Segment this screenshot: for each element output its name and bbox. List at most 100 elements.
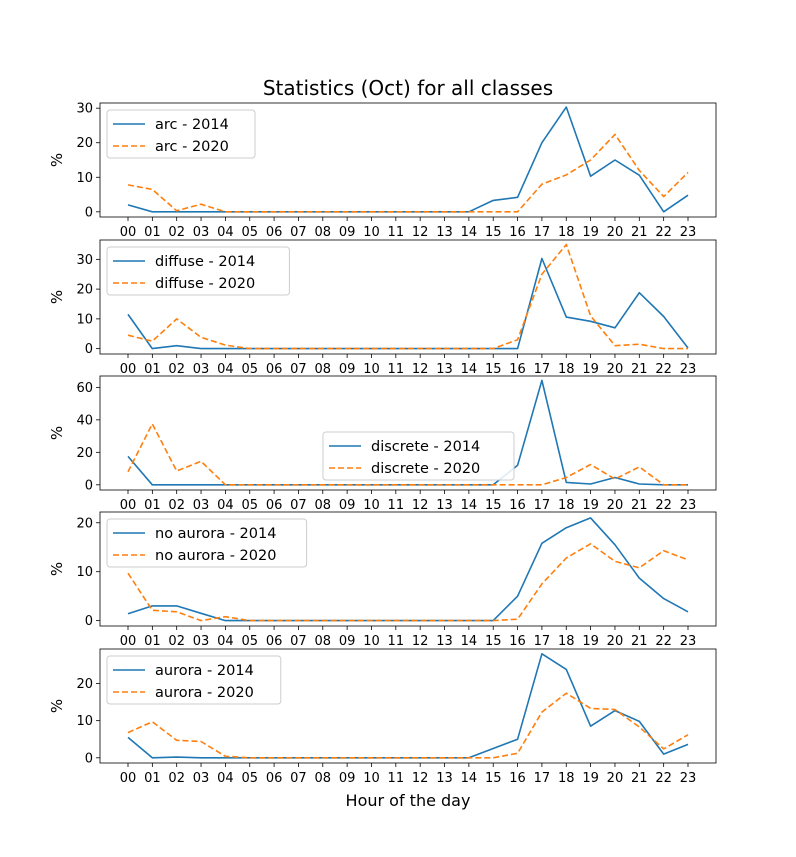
x-tick-label: 11 [388,362,405,377]
x-tick-label: 17 [534,771,551,786]
panel-2: 0 10 20 30 00 01 02 03 04 05 06 07 08 09 10 11 12 13 14 15 1… [48,239,717,377]
x-tick-label: 13 [436,362,453,377]
x-tick-label: 06 [266,634,283,649]
legend: aurora - 2014 aurora - 2020 [106,655,282,705]
x-tick-label: 00 [120,362,137,377]
x-tick-label: 10 [363,771,380,786]
x-tick-label: 00 [120,771,137,786]
x-tick-label: 07 [290,362,307,377]
legend-box [322,431,515,481]
x-tick-label: 07 [290,225,307,240]
x-tick-label: 02 [168,498,185,513]
legend: no aurora - 2014 no aurora - 2020 [106,518,308,568]
series-line [127,379,688,486]
x-tick-label: 00 [120,634,137,649]
x-tick-label: 05 [241,634,258,649]
x-tick-label: 16 [509,771,526,786]
series-line [127,542,689,622]
x-tick-label: 17 [534,225,551,240]
x-tick-label: 03 [193,225,210,240]
y-axis-label: % [48,562,66,576]
x-tick-label: 18 [558,362,575,377]
x-tick-label: 02 [168,225,185,240]
x-tick-label: 18 [558,498,575,513]
x-tick-label: 16 [509,498,526,513]
x-tick-label: 07 [290,634,307,649]
x-tick-label: 19 [582,634,599,649]
legend-label: arc - 2014 [155,117,229,133]
x-tick-label: 08 [315,362,332,377]
x-tick-label: 01 [144,771,161,786]
x-tick-label: 10 [363,634,380,649]
y-tick-label: 20 [76,136,93,151]
x-tick-label: 01 [144,634,161,649]
legend-label: aurora - 2020 [155,685,254,701]
x-tick-label: 15 [485,771,502,786]
y-tick-label: 30 [76,102,93,117]
y-tick-label: 0 [85,478,93,493]
x-tick-label: 02 [168,634,185,649]
x-tick-label: 04 [217,634,234,649]
x-tick-label: 21 [631,225,648,240]
x-tick-label: 21 [631,771,648,786]
x-tick-label: 03 [193,771,210,786]
x-tick-label: 22 [655,771,672,786]
x-tick-label: 21 [631,634,648,649]
x-tick-label: 20 [607,498,624,513]
x-tick-label: 01 [144,225,161,240]
x-tick-label: 21 [631,362,648,377]
x-tick-label: 10 [363,498,380,513]
y-tick-label: 10 [76,171,93,186]
x-tick-label: 20 [607,225,624,240]
y-axis-label: % [48,290,66,304]
x-tick-label: 01 [144,498,161,513]
x-tick-label: 14 [461,225,478,240]
x-tick-label: 14 [461,362,478,377]
x-tick-label: 11 [388,634,405,649]
x-tick-label: 05 [241,771,258,786]
legend-label: no aurora - 2014 [155,526,276,542]
chart-title: Statistics (Oct) for all classes [263,76,553,100]
series-line [127,423,688,486]
x-tick-label: 09 [339,498,356,513]
x-tick-label: 03 [193,498,210,513]
legend-label: no aurora - 2020 [155,548,276,564]
x-tick-label: 18 [558,225,575,240]
axes-frame [99,375,717,491]
x-tick-label: 08 [315,225,332,240]
y-tick-label: 10 [76,312,93,327]
x-tick-label: 13 [436,498,453,513]
axes-frame [99,239,717,355]
x-tick-label: 05 [241,362,258,377]
x-tick-label: 05 [241,225,258,240]
x-tick-label: 06 [266,362,283,377]
x-tick-label: 07 [290,771,307,786]
x-tick-label: 22 [655,498,672,513]
x-tick-label: 19 [582,498,599,513]
panel-3: 0 20 40 60 00 01 02 03 04 05 06 07 08 09 10 11 12 13 14 15 1… [48,375,717,513]
x-tick-label: 17 [534,498,551,513]
axes-frame [99,648,717,764]
x-tick-label: 19 [582,771,599,786]
x-tick-label: 09 [339,634,356,649]
y-tick-label: 60 [76,381,93,396]
x-tick-label: 15 [485,634,502,649]
y-tick-label: 20 [76,283,93,298]
x-tick-label: 02 [168,771,185,786]
axes-frame [99,102,717,218]
y-tick-label: 0 [85,751,93,766]
legend-label: discrete - 2020 [371,461,480,477]
y-axis-label: % [48,699,66,713]
x-tick-label: 13 [436,634,453,649]
x-tick-label: 17 [534,362,551,377]
legend-box [106,655,282,705]
x-tick-label: 00 [120,498,137,513]
x-tick-label: 20 [607,771,624,786]
x-tick-label: 03 [193,362,210,377]
x-tick-label: 09 [339,362,356,377]
x-tick-label: 12 [412,225,429,240]
x-tick-label: 16 [509,634,526,649]
series-line [127,692,689,759]
